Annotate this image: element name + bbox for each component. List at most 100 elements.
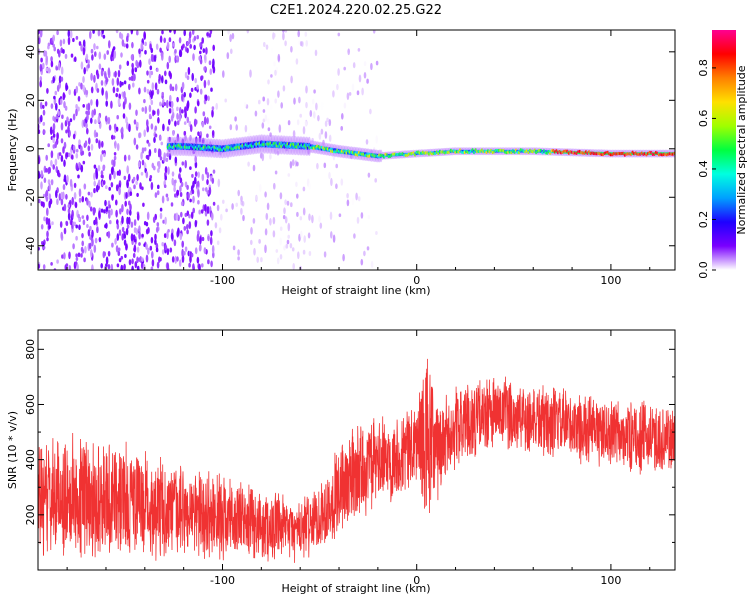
noise-speckle [80,253,83,258]
noise-speckle [60,231,63,240]
noise-speckle [128,216,131,225]
noise-speckle [356,216,360,224]
x-tick-label: 100 [600,274,621,287]
noise-speckle [184,159,187,169]
noise-speckle [84,245,87,254]
noise-speckle [94,119,97,125]
noise-speckle [164,79,168,85]
noise-speckle [85,122,88,129]
noise-speckle [302,126,306,135]
noise-speckle [272,230,276,238]
noise-speckle [48,225,51,230]
noise-speckle [103,153,106,158]
noise-speckle [157,184,160,190]
noise-speckle [171,256,175,263]
noise-speckle [216,204,220,212]
noise-speckle [279,254,283,260]
noise-speckle [330,177,333,187]
noise-speckle [128,76,132,81]
noise-speckle [286,239,290,245]
noise-speckle [155,247,159,253]
noise-speckle [67,203,71,208]
noise-speckle [75,224,78,229]
snr-plot-area [38,358,675,563]
noise-speckle [194,119,198,125]
noise-speckle [48,183,51,192]
noise-speckle [120,52,123,58]
noise-speckle [332,234,336,243]
noise-speckle [203,66,206,72]
noise-speckle [197,100,200,107]
noise-speckle [87,63,90,69]
noise-speckle [91,264,94,270]
noise-speckle [179,232,183,241]
noise-speckle [141,186,144,191]
spectrogram-y-ticks: -40 -20 0 20 40 [24,45,675,255]
noise-speckle [308,213,311,221]
noise-speckle [189,166,192,170]
noise-speckle [117,97,121,106]
noise-speckle [143,243,146,247]
noise-speckle [178,173,181,180]
noise-speckle [88,200,91,208]
noise-speckle [100,79,104,86]
noise-speckle [108,40,111,49]
noise-speckle [60,138,64,144]
noise-speckle [115,199,118,206]
noise-speckle [250,226,253,235]
noise-speckle [80,145,83,152]
spectrogram-x-ticks: -100 0 100 [66,30,651,287]
noise-speckle [129,209,132,216]
noise-speckle [90,72,93,81]
noise-speckle [116,219,119,225]
noise-speckle [130,75,134,82]
noise-speckle [94,237,98,244]
noise-speckle [113,170,116,180]
noise-speckle [184,212,188,217]
noise-speckle [92,207,96,214]
noise-speckle [81,240,84,247]
noise-speckle [278,124,282,133]
noise-speckle [116,142,120,152]
noise-speckle [107,264,111,270]
noise-speckle [75,148,79,153]
noise-speckle [285,243,289,249]
noise-speckle [98,140,101,149]
noise-speckle [258,99,261,105]
noise-speckle [44,50,48,57]
noise-speckle [119,80,122,88]
noise-speckle [295,58,299,65]
noise-speckle [168,107,172,114]
noise-speckle [304,31,308,37]
y-tick-label: -40 [24,237,37,255]
noise-speckle [275,249,279,253]
noise-speckle [295,181,298,187]
noise-speckle [259,184,262,192]
noise-speckle [54,141,57,149]
noise-speckle [118,186,121,196]
noise-speckle [183,251,186,256]
noise-speckle [113,159,116,167]
noise-speckle [189,124,193,133]
noise-speckle [87,110,90,116]
noise-speckle [77,106,80,112]
noise-speckle [135,109,138,116]
noise-speckle [93,74,96,83]
noise-speckle [246,30,250,34]
noise-speckle [112,86,116,94]
noise-speckle [358,74,362,83]
noise-speckle [183,130,187,136]
noise-speckle [179,191,183,198]
noise-speckle [164,175,167,181]
noise-speckle [162,123,165,132]
noise-speckle [332,90,335,98]
noise-speckle [65,193,68,200]
noise-speckle [105,100,108,107]
noise-speckle [82,39,86,48]
noise-speckle [56,198,59,206]
noise-speckle [115,184,119,192]
noise-speckle [129,203,132,211]
noise-speckle [186,102,189,112]
noise-speckle [197,131,200,136]
noise-speckle [206,32,209,37]
